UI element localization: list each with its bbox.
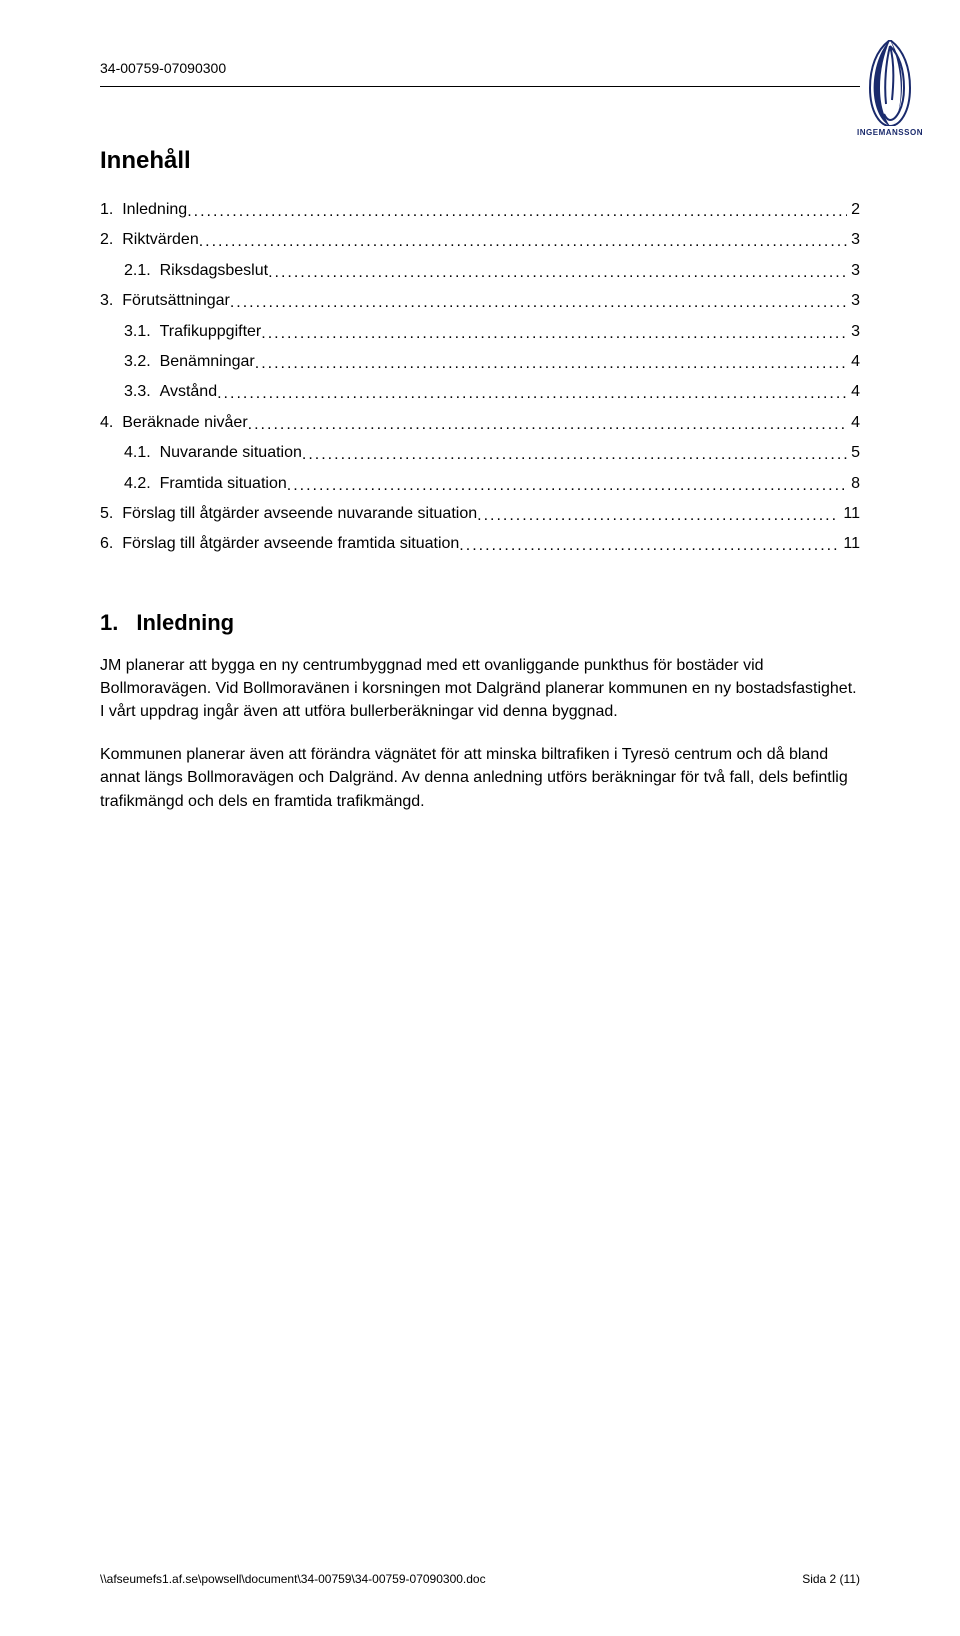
footer-path: \\afseumefs1.af.se\powsell\document\34-0… xyxy=(100,1572,486,1586)
toc-row[interactable]: 4.2. Framtida situation 8 xyxy=(100,469,860,499)
toc-dots xyxy=(459,531,839,561)
toc-label: Riksdagsbeslut xyxy=(160,256,269,286)
toc-label: Avstånd xyxy=(160,377,218,407)
toc-num: 4. xyxy=(100,408,122,438)
footer-page: Sida 2 (11) xyxy=(802,1572,860,1586)
section-1-heading: 1. Inledning xyxy=(100,610,860,636)
toc-dots xyxy=(287,471,847,501)
section-1-p2: Kommunen planerar även att förändra vägn… xyxy=(100,743,860,813)
section-1-title: Inledning xyxy=(136,610,234,635)
toc-num: 5. xyxy=(100,499,122,529)
toc-num: 3. xyxy=(100,286,122,316)
toc-label: Beräknade nivåer xyxy=(122,408,247,438)
toc-row[interactable]: 6. Förslag till åtgärder avseende framti… xyxy=(100,529,860,559)
toc-page: 8 xyxy=(847,469,860,499)
logo-text: INGEMANSSON xyxy=(857,128,923,137)
toc-row[interactable]: 2. Riktvärden 3 xyxy=(100,225,860,255)
toc-dots xyxy=(217,379,847,409)
content: Innehåll 1. Inledning 22. Riktvärden 32.… xyxy=(100,147,860,813)
toc-label: Förslag till åtgärder avseende framtida … xyxy=(122,529,459,559)
toc-label: Trafikuppgifter xyxy=(160,317,262,347)
toc-row[interactable]: 4. Beräknade nivåer 4 xyxy=(100,408,860,438)
toc-num: 4.1. xyxy=(100,438,160,468)
toc-label: Benämningar xyxy=(160,347,255,377)
toc-row[interactable]: 4.1. Nuvarande situation 5 xyxy=(100,438,860,468)
toc-num: 6. xyxy=(100,529,122,559)
toc-dots xyxy=(477,501,839,531)
toc-num: 3.2. xyxy=(100,347,160,377)
toc-dots xyxy=(268,258,847,288)
toc-dots xyxy=(255,349,847,379)
toc-row[interactable]: 3.1. Trafikuppgifter 3 xyxy=(100,317,860,347)
toc-page: 3 xyxy=(847,256,860,286)
toc-page: 11 xyxy=(839,529,860,559)
section-1-num: 1. xyxy=(100,610,118,635)
toc-page: 11 xyxy=(839,499,860,529)
toc-label: Nuvarande situation xyxy=(160,438,302,468)
toc-row[interactable]: 2.1. Riksdagsbeslut 3 xyxy=(100,256,860,286)
toc-dots xyxy=(199,227,847,257)
toc-dots xyxy=(261,319,847,349)
toc-page: 2 xyxy=(847,195,860,225)
toc-num: 2. xyxy=(100,225,122,255)
toc-label: Riktvärden xyxy=(122,225,198,255)
toc-num: 1. xyxy=(100,195,122,225)
toc-page: 4 xyxy=(847,347,860,377)
toc-page: 4 xyxy=(847,377,860,407)
footer: \\afseumefs1.af.se\powsell\document\34-0… xyxy=(100,1572,860,1586)
toc-num: 3.3. xyxy=(100,377,160,407)
toc-row[interactable]: 5. Förslag till åtgärder avseende nuvara… xyxy=(100,499,860,529)
toc-label: Förslag till åtgärder avseende nuvarande… xyxy=(122,499,477,529)
toc-page: 3 xyxy=(847,225,860,255)
toc-dots xyxy=(302,440,847,470)
toc-title: Innehåll xyxy=(100,147,860,175)
toc-num: 3.1. xyxy=(100,317,160,347)
toc-row[interactable]: 3. Förutsättningar 3 xyxy=(100,286,860,316)
toc-row[interactable]: 3.2. Benämningar 4 xyxy=(100,347,860,377)
logo: INGEMANSSON xyxy=(860,40,920,137)
shell-icon xyxy=(864,40,916,126)
toc-page: 5 xyxy=(847,438,860,468)
toc-label: Inledning xyxy=(122,195,187,225)
toc-row[interactable]: 1. Inledning 2 xyxy=(100,195,860,225)
section-1-p1: JM planerar att bygga en ny centrumbyggn… xyxy=(100,654,860,724)
toc-page: 3 xyxy=(847,286,860,316)
toc-num: 2.1. xyxy=(100,256,160,286)
toc-label: Framtida situation xyxy=(160,469,287,499)
toc-dots xyxy=(187,197,847,227)
header-rule xyxy=(100,86,860,87)
toc-page: 4 xyxy=(847,408,860,438)
doc-id: 34-00759-07090300 xyxy=(100,60,860,76)
toc-dots xyxy=(230,288,847,318)
toc: 1. Inledning 22. Riktvärden 32.1. Riksda… xyxy=(100,195,860,560)
toc-num: 4.2. xyxy=(100,469,160,499)
toc-dots xyxy=(248,410,847,440)
toc-row[interactable]: 3.3. Avstånd 4 xyxy=(100,377,860,407)
toc-label: Förutsättningar xyxy=(122,286,230,316)
toc-page: 3 xyxy=(847,317,860,347)
page: INGEMANSSON 34-00759-07090300 Innehåll 1… xyxy=(0,0,960,1636)
